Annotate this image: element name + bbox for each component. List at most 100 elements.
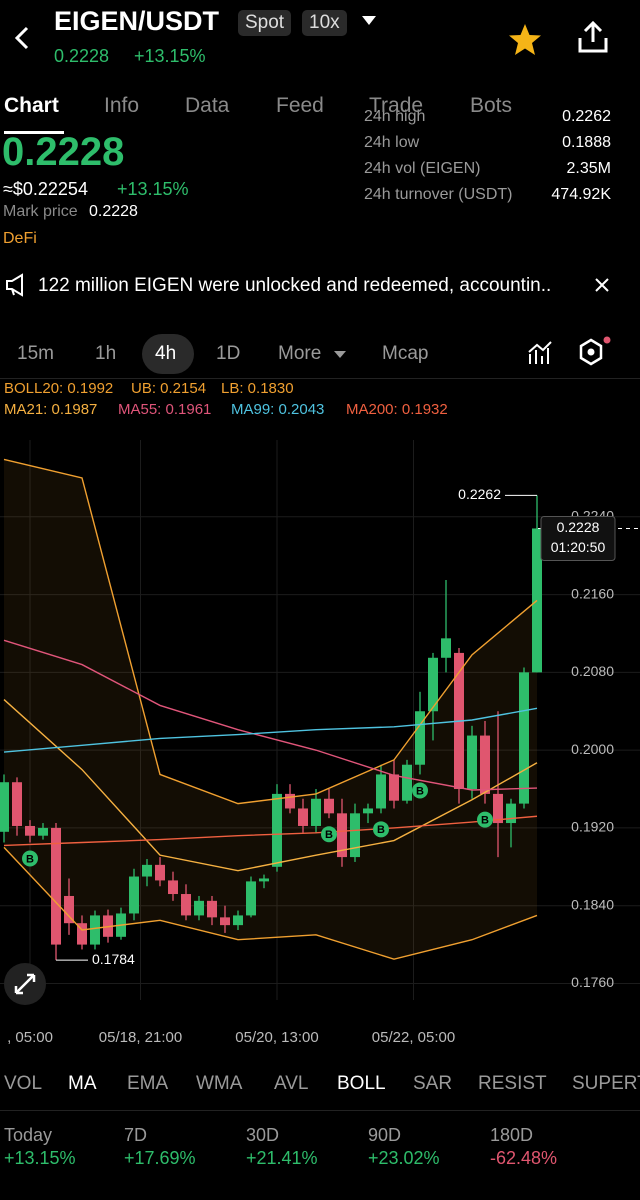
period-change: +13.15% <box>4 1148 76 1168</box>
market-badge: Spot <box>238 10 292 36</box>
tab[interactable]: Data <box>185 94 230 117</box>
tab-bar <box>0 84 640 136</box>
back-button[interactable] <box>10 24 36 52</box>
last-price-box <box>540 515 616 561</box>
candle-body <box>38 827 48 836</box>
megaphone <box>6 273 23 297</box>
candle-body <box>259 878 269 882</box>
tab[interactable]: Trade <box>369 94 424 117</box>
tab[interactable]: Chart <box>4 94 59 117</box>
candle-body <box>142 864 152 877</box>
indicator-line <box>3 458 538 805</box>
candle-body <box>428 657 438 712</box>
candle-body <box>25 825 35 836</box>
candle-body <box>272 793 282 867</box>
indicator-tab[interactable]: RESIST <box>478 1073 547 1094</box>
interval[interactable]: 4h <box>155 343 177 364</box>
candle-body <box>389 774 399 801</box>
indicator-tab[interactable]: MA <box>68 1073 97 1094</box>
indicator-tab[interactable]: WMA <box>196 1073 243 1094</box>
boll-band-fill <box>4 459 537 960</box>
favorite-star[interactable] <box>506 22 544 58</box>
candle-body <box>311 798 321 826</box>
candle-body <box>64 895 74 924</box>
share[interactable] <box>576 20 610 56</box>
indicator-tab[interactable]: SAR <box>413 1073 453 1094</box>
header-price: 0.2228 <box>54 46 110 66</box>
indicator-tab[interactable]: AVL <box>274 1073 309 1094</box>
y-tick-label: 0.2000 <box>571 741 614 757</box>
buy-marker-label: B <box>26 853 34 865</box>
candle-body <box>90 915 100 945</box>
annotation-label: 0.2262 <box>458 486 501 502</box>
fullscreen-button[interactable] <box>4 963 46 1005</box>
interval[interactable]: Mcap <box>382 343 429 364</box>
indicator-tab[interactable]: VOL <box>4 1073 43 1094</box>
period-change: +23.02% <box>368 1148 440 1168</box>
indicator-line <box>3 699 538 872</box>
dropdown[interactable] <box>360 14 378 28</box>
countdown: 01:20:50 <box>551 539 606 555</box>
candle-body <box>506 803 516 824</box>
period-label: 180D <box>490 1125 534 1145</box>
big-price: 0.2228 <box>2 130 125 174</box>
period-label: Today <box>4 1125 53 1145</box>
candle-body <box>376 774 386 809</box>
stat-value: 0.2262 <box>562 108 611 125</box>
candle-body <box>402 764 412 801</box>
candle-body <box>519 672 529 804</box>
buy-marker <box>373 821 389 838</box>
candle-body <box>207 900 217 918</box>
tag: DeFi <box>3 230 37 247</box>
candle-body <box>12 782 22 826</box>
stat-label: 24h vol (EIGEN) <box>364 160 481 177</box>
stat-label: 24h low <box>364 134 420 151</box>
close-news[interactable] <box>594 277 610 293</box>
ma-legend: MA99: 0.2043 <box>231 401 325 418</box>
tab[interactable]: Info <box>104 94 140 117</box>
stat-value: 2.35M <box>566 160 611 177</box>
indicator-tab[interactable]: EMA <box>127 1073 169 1094</box>
tab[interactable]: Feed <box>276 94 324 117</box>
period-change: +17.69% <box>124 1148 196 1168</box>
pair[interactable]: EIGEN/USDT <box>54 6 220 36</box>
candle-body <box>298 808 308 826</box>
usd-price: ≈$0.22254 <box>3 179 88 199</box>
tab[interactable]: Bots <box>470 94 513 117</box>
boll-legend: UB: 0.2154 <box>131 380 207 397</box>
mark-label: Mark price <box>3 203 78 220</box>
stat-label: 24h high <box>364 108 426 125</box>
interval[interactable]: More <box>278 343 322 364</box>
ma-legend: MA55: 0.1961 <box>118 401 212 418</box>
interval-active-bg <box>142 334 194 374</box>
y-tick-label: 0.2080 <box>571 663 614 679</box>
indicator-line <box>3 846 538 960</box>
candle-body <box>493 793 503 824</box>
y-tick-label: 0.1760 <box>571 974 614 990</box>
interval[interactable]: 1h <box>95 343 117 364</box>
candle-body <box>181 894 191 916</box>
candle-body <box>324 798 334 814</box>
candle-body <box>415 711 425 765</box>
candle-body <box>220 917 230 926</box>
y-tick-label: 0.1920 <box>571 819 614 835</box>
indicator-tab[interactable]: BOLL <box>337 1073 386 1094</box>
more-caret <box>334 351 346 358</box>
stat-label: 24h turnover (USDT) <box>364 186 513 203</box>
candle-body <box>350 813 360 858</box>
ma-legend: MA21: 0.1987 <box>4 401 98 418</box>
interval[interactable]: 15m <box>17 343 54 364</box>
candle-body <box>51 827 61 945</box>
candle-body <box>168 880 178 895</box>
buy-marker-label: B <box>377 824 385 836</box>
interval[interactable]: 1D <box>216 343 241 364</box>
x-tick-label: 05/22, 05:00 <box>372 1029 455 1046</box>
period-change: -62.48% <box>490 1148 558 1168</box>
settings[interactable] <box>577 336 613 368</box>
drawing-tool[interactable] <box>527 340 553 366</box>
ma-legend: MA200: 0.1932 <box>346 401 448 418</box>
last-price-label: 0.2228 <box>557 519 600 535</box>
news[interactable]: 122 million EIGEN were unlocked and rede… <box>38 275 552 296</box>
